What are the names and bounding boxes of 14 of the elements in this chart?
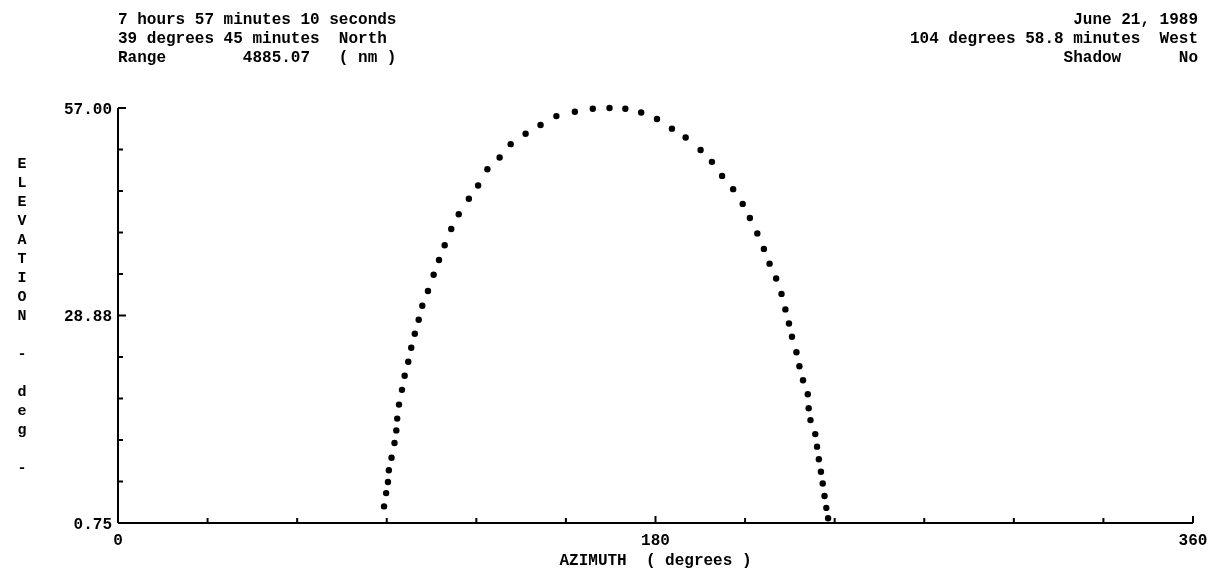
text: 39 degrees 45 minutes North — [118, 30, 387, 48]
y-tick-label: 57.00 — [63, 100, 112, 119]
y-tick-label: 28.88 — [63, 308, 112, 327]
x-tick-label: 360 — [1178, 532, 1208, 550]
text: ELEVATION - deg - — [17, 156, 27, 477]
x-tick-label: 180 — [641, 532, 670, 550]
text: 104 degrees 58.8 minutes West — [909, 30, 1198, 48]
text: Range 4885.07 ( nm ) — [118, 49, 397, 67]
text: Shadow No — [1063, 49, 1198, 67]
x-tick-label: 0 — [113, 532, 123, 550]
text: 7 hours 57 minutes 10 seconds — [118, 11, 397, 29]
text: June 21, 1989 — [1073, 11, 1198, 29]
x-axis-title: AZIMUTH ( degrees ) — [559, 552, 752, 570]
y-tick-label: 0.75 — [73, 515, 112, 534]
